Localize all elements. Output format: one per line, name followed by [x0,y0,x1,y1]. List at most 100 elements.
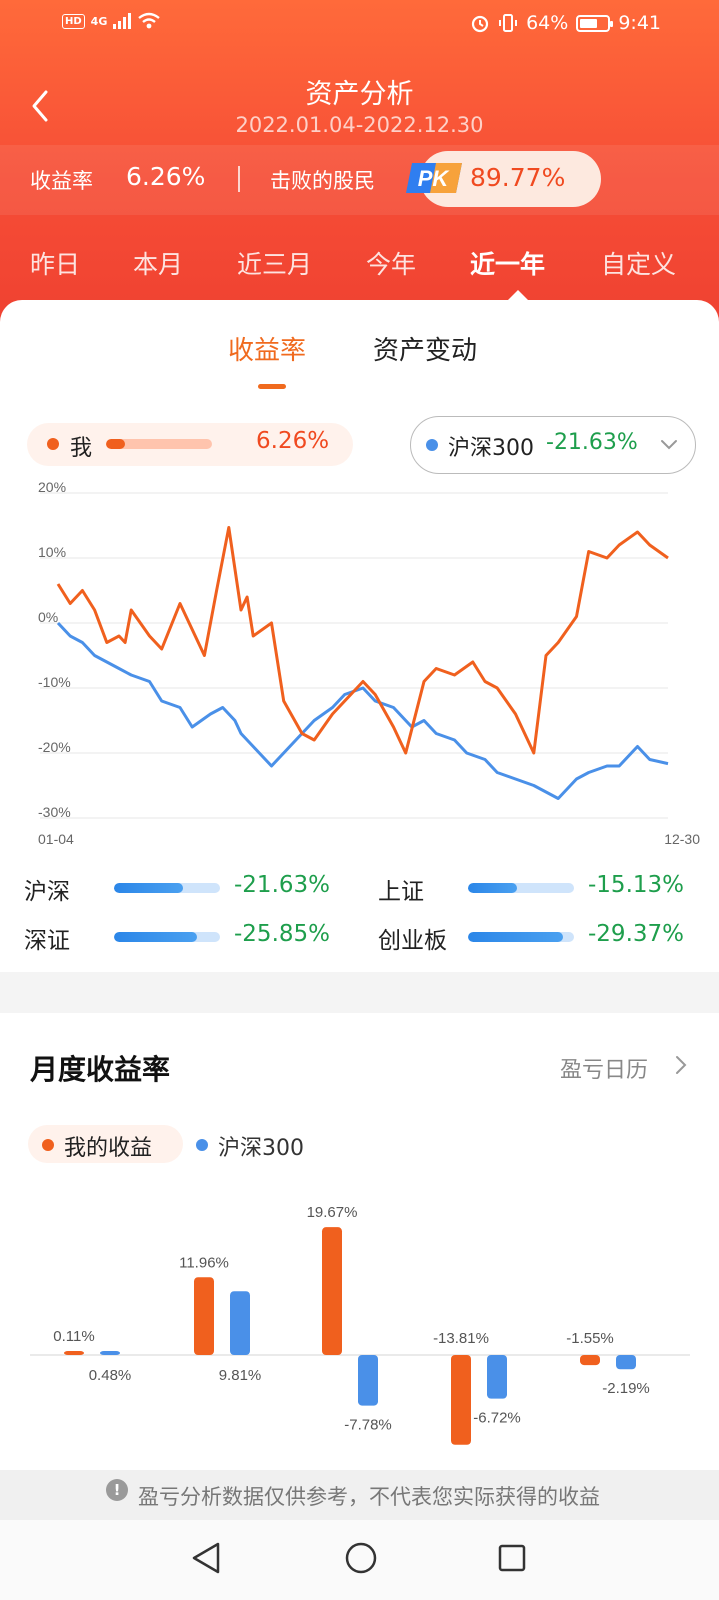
bar [580,1355,600,1366]
x-tick-label: 01-04 [38,831,74,847]
period-tab[interactable]: 今年 [366,250,417,279]
wifi-icon [138,12,161,29]
period-tabs: 昨日 本月 近三月 今年 近一年 自定义 [0,245,719,295]
my-name: 我 [70,436,93,461]
my-return-bar [106,439,212,449]
bar [194,1277,214,1355]
series-line [56,526,669,755]
chevron-left-icon[interactable] [28,88,52,124]
y-tick-label: -10% [38,674,71,690]
index-value: -29.37% [588,921,684,947]
y-tick-label: 0% [38,609,58,625]
index-bar [468,883,574,893]
index-bar-fill [114,932,197,942]
tab-return-rate[interactable]: 收益率 [228,336,307,366]
header-banner [0,0,719,330]
index-bar-fill [468,932,564,942]
bar-value-label: -1.55% [566,1330,614,1347]
subtab-underline [258,384,286,389]
bar [100,1351,120,1355]
exclamation-icon: ! [106,1479,128,1501]
bar [451,1355,471,1445]
index-bar [114,932,220,942]
index-name: 沪深 [24,879,70,905]
period-tab[interactable]: 昨日 [30,250,81,279]
bar [322,1227,342,1355]
active-tab-caret [508,290,528,300]
return-label: 收益率 [30,169,93,193]
calendar-link[interactable]: 盈亏日历 [560,1058,649,1083]
nav-recent-icon[interactable] [497,1543,527,1573]
period-tab[interactable]: 近一年 [470,250,546,279]
nav-back-icon[interactable] [190,1540,222,1576]
pk-text: PK [418,166,451,191]
index-name: 创业板 [378,928,447,954]
legend-mine-label[interactable]: 我的收益 [64,1136,153,1161]
monthly-bar-chart: 0.11% 11.96% 19.67% -13.81% -1.55% 0.48% 9.81%… [30,1204,690,1445]
beat-value: 89.77% [470,163,566,192]
bar-value-label: -7.78% [344,1417,392,1434]
summary-row: 收益率 6.26% 击败的股民 [0,145,719,215]
hd-icon: HD [62,13,85,29]
legend-benchmark-dot [196,1139,208,1151]
bar-value-label: -2.19% [602,1380,650,1397]
period-tab[interactable]: 自定义 [601,250,677,279]
y-tick-label: 10% [38,544,66,560]
monthly-title: 月度收益率 [30,1053,171,1086]
beat-label: 击败的股民 [270,169,375,193]
index-bar-fill [114,883,183,893]
benchmark-name: 沪深300 [448,436,534,461]
chevron-down-icon[interactable] [660,438,678,452]
legend-mine-dot [42,1139,54,1151]
network-type: 4G [90,14,108,28]
bar [487,1355,507,1399]
return-value: 6.26% [126,162,206,191]
bar-value-label: 19.67% [307,1204,358,1221]
chevron-right-icon[interactable] [674,1054,688,1076]
index-name: 深证 [24,928,70,954]
my-return-value: 6.26% [256,428,330,454]
index-name: 上证 [378,879,424,905]
y-tick-label: 20% [38,479,66,495]
signal-icon [113,13,132,29]
legend-benchmark-label[interactable]: 沪深300 [218,1136,304,1161]
my-legend-dot [47,438,59,450]
benchmark-select[interactable] [410,416,696,474]
bar-value-label: 11.96% [179,1254,229,1271]
page-title: 资产分析 [305,79,414,110]
bar-value-label: 0.11% [53,1328,94,1345]
index-bar [114,883,220,893]
pk-badge-icon: PK [406,163,462,193]
alarm-icon [471,15,489,33]
bar-value-label: -13.81% [433,1330,489,1347]
clock: 9:41 [618,12,661,34]
date-range: 2022.01.04-2022.12.30 [235,113,484,137]
index-value: -25.85% [234,921,330,947]
return-line-chart: 20% 10% 0% -10% -20% -30% 01-04 12-30 [38,479,700,847]
bar [230,1291,250,1355]
bar [358,1355,378,1406]
benchmark-value: -21.63% [546,430,638,455]
disclaimer-text: 盈亏分析数据仅供参考，不代表您实际获得的收益 [138,1485,600,1509]
divider [238,166,240,192]
index-value: -21.63% [234,872,330,898]
bar-value-label: 0.48% [89,1367,132,1384]
status-bar: HD 4G 64% 9:41 [0,0,719,48]
period-tab[interactable]: 近三月 [237,250,313,279]
battery-percent: 64% [526,12,569,34]
vibrate-icon [499,14,518,32]
index-bar [468,932,574,942]
tab-asset-change[interactable]: 资产变动 [373,336,478,366]
y-tick-label: -20% [38,739,71,755]
bar [64,1351,84,1355]
index-value: -15.13% [588,872,684,898]
bar-value-label: -6.72% [473,1410,521,1427]
x-tick-label: 12-30 [664,831,700,847]
bar [616,1355,636,1370]
benchmark-dot [426,439,438,451]
series-line [56,621,669,800]
battery-icon [576,14,614,32]
period-tab[interactable]: 本月 [133,250,184,279]
nav-home-icon[interactable] [344,1541,378,1575]
index-bar-fill [468,883,517,893]
